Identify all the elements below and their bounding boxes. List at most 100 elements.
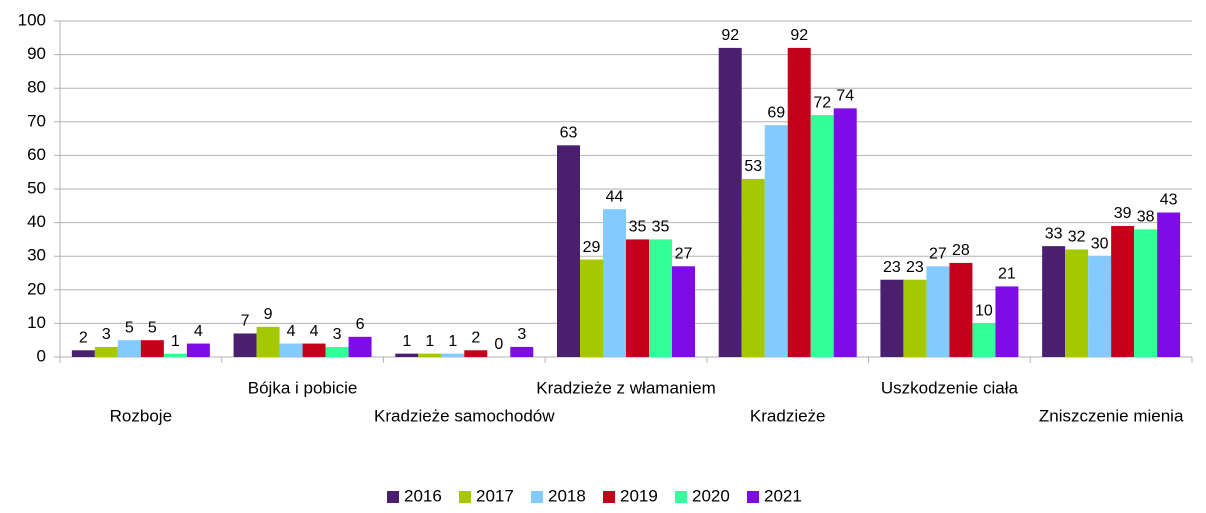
value-label: 21 — [998, 266, 1016, 283]
value-label: 69 — [767, 104, 785, 121]
bar — [418, 353, 442, 357]
value-label: 74 — [836, 88, 854, 105]
value-label: 3 — [102, 326, 111, 343]
bar — [880, 279, 904, 357]
value-label: 1 — [171, 333, 180, 350]
bar — [1042, 246, 1066, 357]
value-label: 27 — [675, 245, 693, 262]
y-tick-label: 30 — [27, 246, 46, 265]
y-tick-label: 40 — [27, 212, 46, 231]
bar — [233, 333, 257, 357]
value-label: 9 — [264, 306, 273, 323]
value-label: 35 — [629, 219, 647, 236]
bar — [256, 326, 280, 357]
bar — [140, 340, 164, 357]
bar — [972, 323, 996, 357]
value-label: 72 — [813, 94, 831, 111]
bar — [395, 353, 419, 357]
bar — [348, 336, 372, 357]
value-label: 23 — [906, 259, 924, 276]
y-tick-label: 0 — [37, 346, 46, 365]
bar — [94, 346, 118, 357]
bar — [764, 125, 788, 357]
value-label: 5 — [125, 319, 134, 336]
legend-swatch — [747, 491, 759, 503]
value-label: 33 — [1045, 225, 1063, 242]
bar — [1065, 249, 1089, 357]
y-tick-label: 90 — [27, 44, 46, 63]
value-label: 35 — [652, 219, 670, 236]
bar — [441, 353, 465, 357]
bar — [741, 178, 765, 357]
legend-swatch — [387, 491, 399, 503]
value-label: 4 — [194, 323, 203, 340]
x-tick-label: Zniszczenie mienia — [1039, 406, 1184, 425]
x-tick-label: Rozboje — [110, 406, 172, 425]
bar — [603, 209, 626, 357]
value-label: 92 — [790, 27, 808, 44]
legend-swatch — [459, 491, 471, 503]
legend-label: 2016 — [404, 486, 442, 505]
y-tick-label: 100 — [18, 10, 46, 29]
bar — [163, 353, 187, 357]
bar — [557, 145, 580, 357]
value-label: 5 — [148, 319, 157, 336]
value-label: 30 — [1091, 235, 1109, 252]
bar — [995, 286, 1019, 357]
value-label: 27 — [929, 245, 947, 262]
y-tick-label: 80 — [27, 78, 46, 97]
value-label: 3 — [517, 326, 526, 343]
value-label: 10 — [975, 303, 993, 320]
y-tick-label: 60 — [27, 145, 46, 164]
legend-swatch — [603, 491, 615, 503]
value-label: 1 — [448, 333, 457, 350]
bar — [1157, 212, 1181, 357]
value-label: 44 — [606, 188, 624, 205]
x-tick-label: Kradzieże samochodów — [374, 406, 555, 425]
value-label: 29 — [583, 239, 601, 256]
value-label: 1 — [402, 333, 411, 350]
bar — [279, 343, 303, 357]
value-label: 1 — [425, 333, 434, 350]
y-tick-label: 20 — [27, 279, 46, 298]
bar — [117, 340, 141, 357]
value-label: 23 — [883, 259, 901, 276]
value-label: 2 — [79, 329, 88, 346]
legend-swatch — [675, 491, 687, 503]
bar — [186, 343, 210, 357]
bar — [949, 262, 973, 357]
y-tick-label: 50 — [27, 178, 46, 197]
legend-label: 2019 — [620, 486, 658, 505]
value-label: 38 — [1137, 209, 1155, 226]
x-tick-label: Uszkodzenie ciała — [881, 378, 1019, 397]
bar — [649, 239, 672, 357]
value-label: 6 — [356, 316, 365, 333]
y-tick-label: 10 — [27, 313, 46, 332]
legend-label: 2021 — [764, 486, 802, 505]
bar — [71, 350, 95, 357]
value-label: 28 — [952, 242, 970, 259]
value-label: 63 — [560, 125, 578, 142]
value-label: 43 — [1160, 192, 1178, 209]
value-label: 32 — [1068, 229, 1086, 246]
x-tick-label: Kradzieże z włamaniem — [536, 378, 716, 397]
x-tick-label: Bójka i pobicie — [248, 378, 358, 397]
value-label: 2 — [471, 329, 480, 346]
bar — [1111, 225, 1135, 357]
value-label: 53 — [744, 158, 762, 175]
bar — [1134, 229, 1158, 357]
legend-label: 2020 — [692, 486, 730, 505]
legend-label: 2018 — [548, 486, 586, 505]
value-label: 39 — [1114, 205, 1132, 222]
bar — [718, 47, 742, 357]
value-label: 0 — [494, 336, 503, 353]
value-label: 4 — [310, 323, 319, 340]
bar — [903, 279, 927, 357]
legend-swatch — [531, 491, 543, 503]
bar — [672, 266, 695, 357]
bar — [1088, 256, 1112, 357]
bar — [510, 346, 534, 357]
value-label: 92 — [721, 27, 739, 44]
bar — [464, 350, 488, 357]
